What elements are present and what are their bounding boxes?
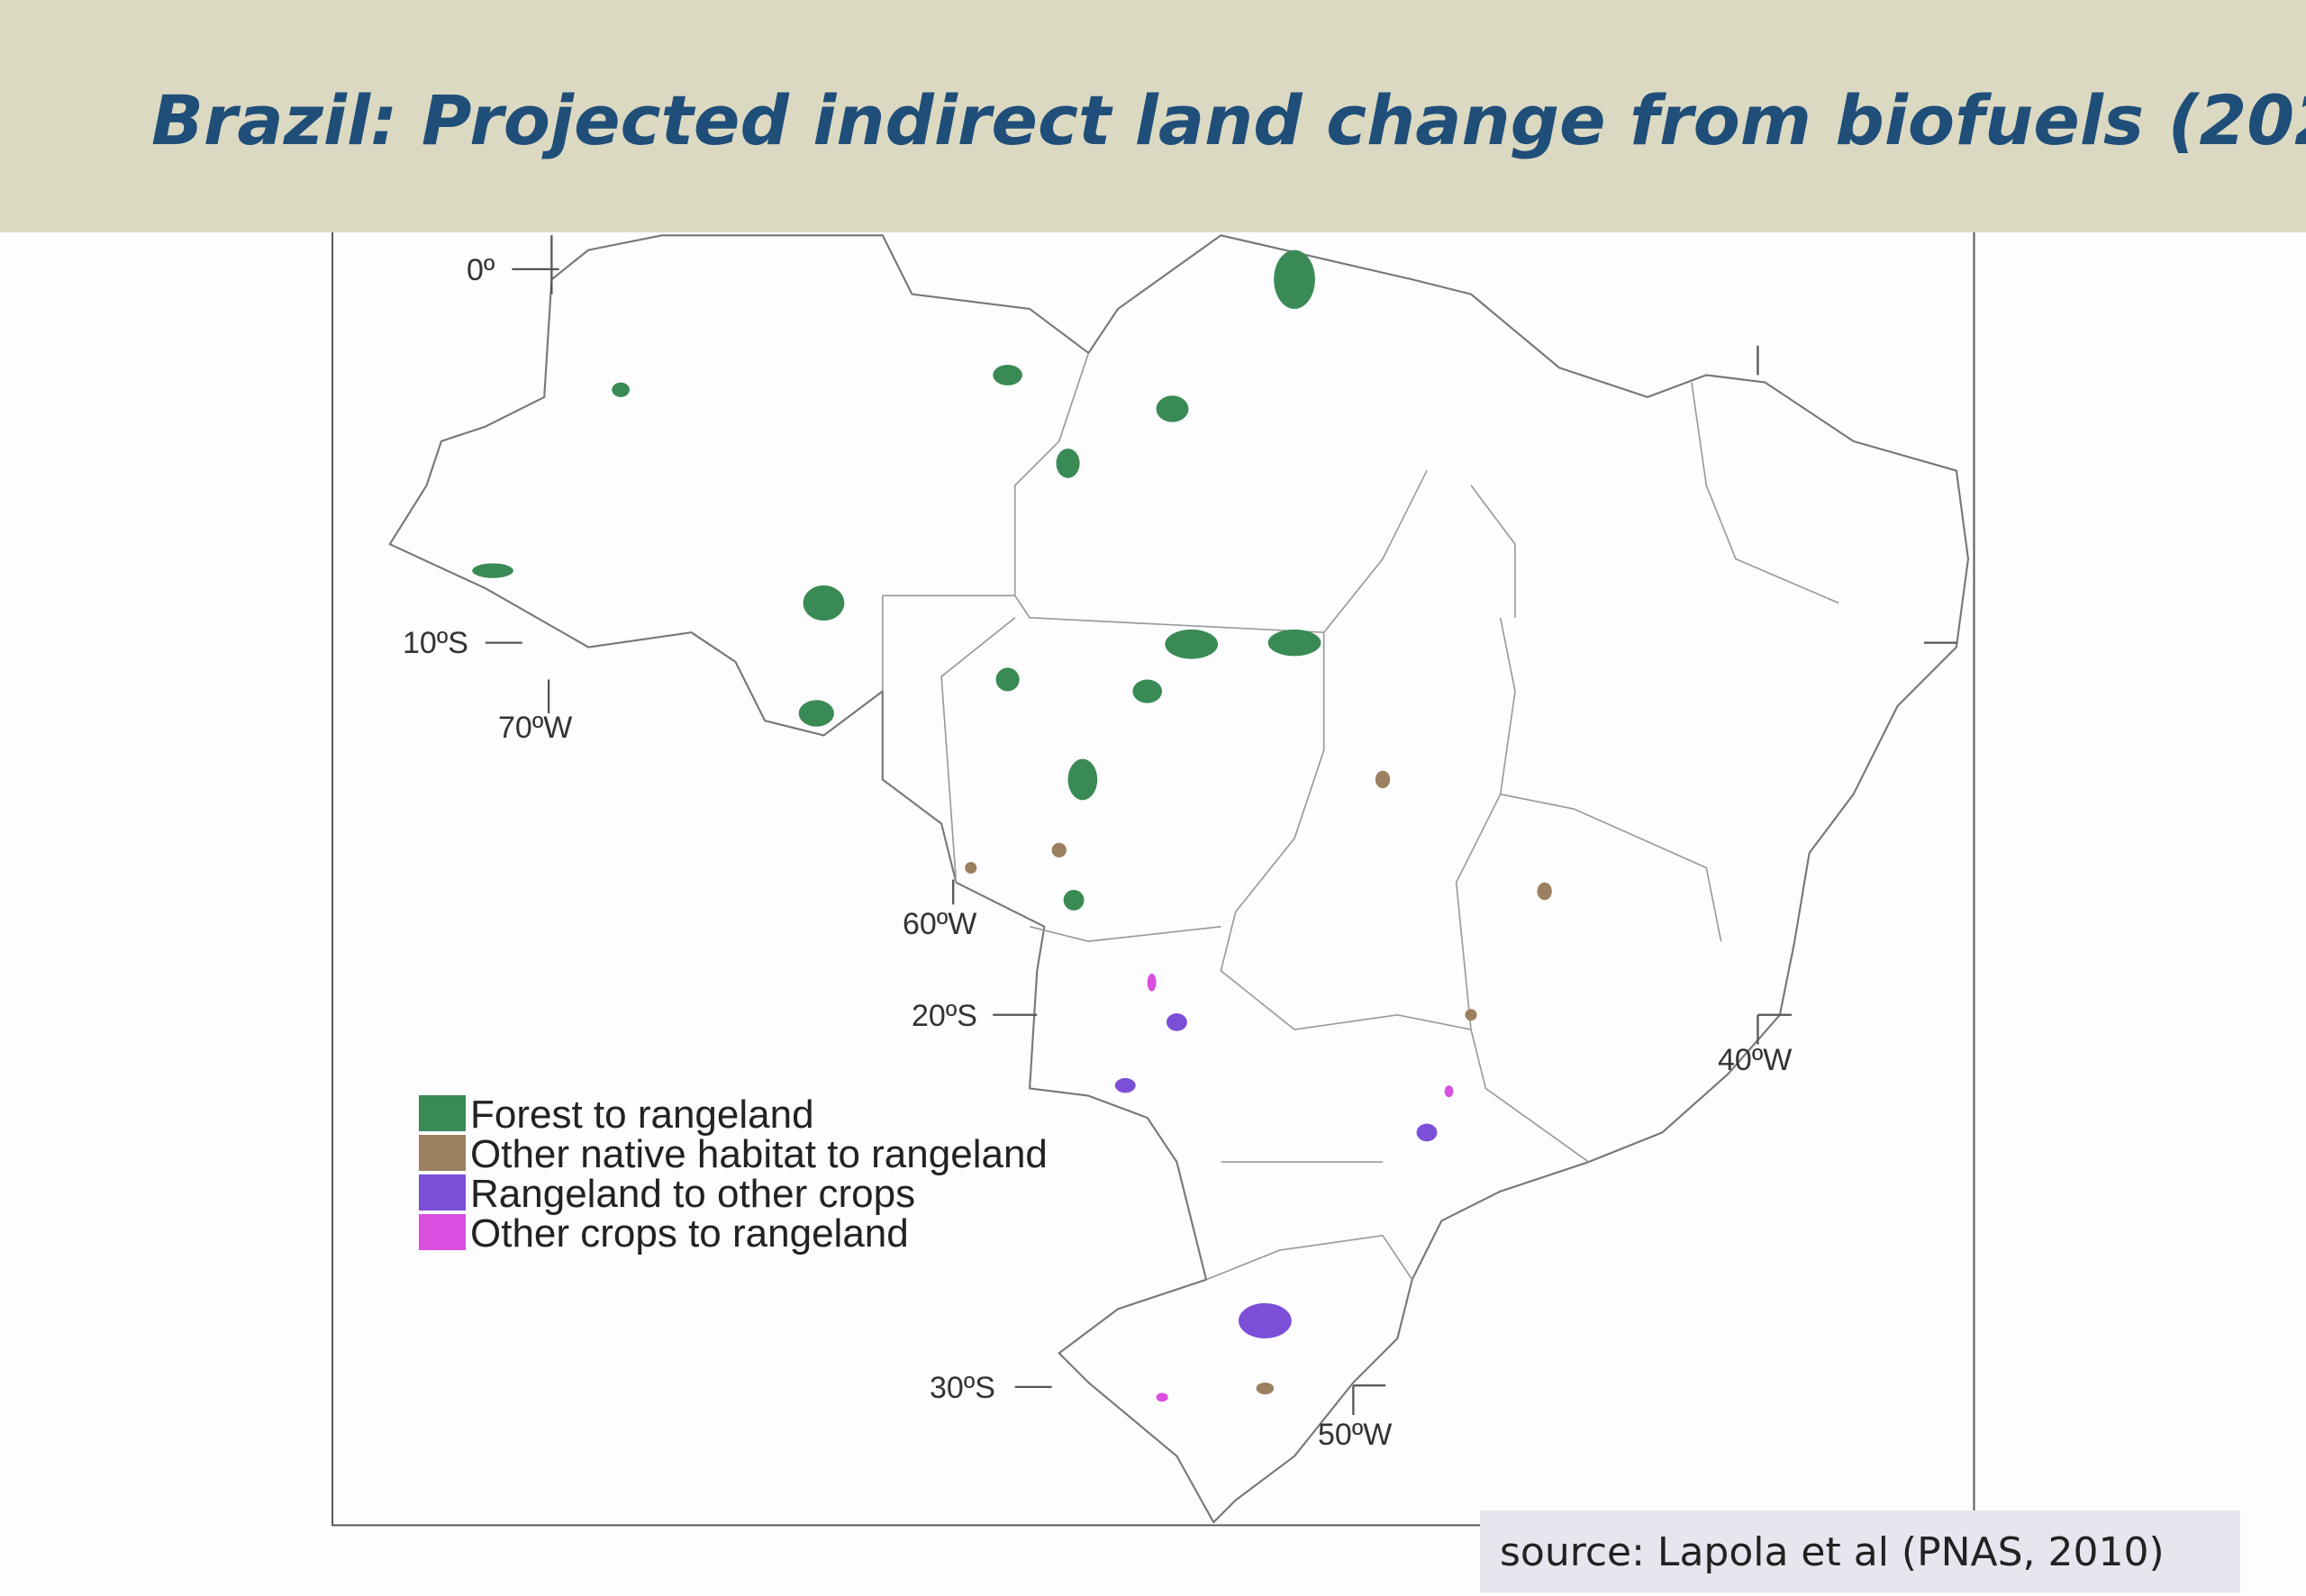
legend-swatch (419, 1174, 466, 1211)
land-change-patches (472, 249, 1552, 1402)
coordinate-label: 50ºW (1318, 1418, 1392, 1452)
legend-swatch (419, 1135, 466, 1171)
coordinate-label: 30ºS (930, 1371, 995, 1405)
legend-swatch (419, 1214, 466, 1250)
source-box (1480, 1510, 2240, 1592)
source-text: source: Lapola et al (PNAS, 2010) (1500, 1529, 2165, 1575)
state-borders (881, 352, 1839, 1281)
legend-swatch (419, 1095, 466, 1131)
coordinate-label: 10ºS (403, 626, 468, 660)
coordinate-label: 20ºS (912, 999, 977, 1033)
legend-label: Rangeland to other crops (470, 1172, 915, 1216)
legend-label: Other native habitat to rangeland (470, 1132, 1048, 1176)
coordinate-label: 40ºW (1718, 1043, 1792, 1077)
coordinate-label: 60ºW (903, 907, 976, 941)
map (331, 204, 1975, 1527)
slide-title: Brazil: Projected indirect land change f… (151, 80, 2306, 160)
legend-label: Forest to rangeland (470, 1093, 814, 1137)
header-band (0, 0, 2306, 232)
coordinate-label: 70ºW (498, 711, 572, 745)
country-outline (388, 234, 1970, 1524)
graticule-ticks (485, 235, 1956, 1415)
map-frame (331, 204, 1975, 1527)
coordinate-label: 0º (467, 253, 495, 287)
legend-label: Other crops to rangeland (470, 1211, 909, 1256)
